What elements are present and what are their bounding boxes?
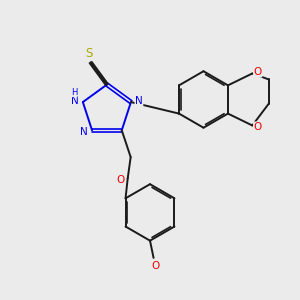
Text: O: O [151,261,159,271]
Text: O: O [116,175,124,185]
Text: O: O [254,122,262,132]
Text: N: N [80,127,88,137]
Text: N: N [71,96,78,106]
Text: N: N [135,96,143,106]
Text: S: S [85,47,93,61]
Text: O: O [254,67,262,77]
Text: H: H [71,88,77,97]
